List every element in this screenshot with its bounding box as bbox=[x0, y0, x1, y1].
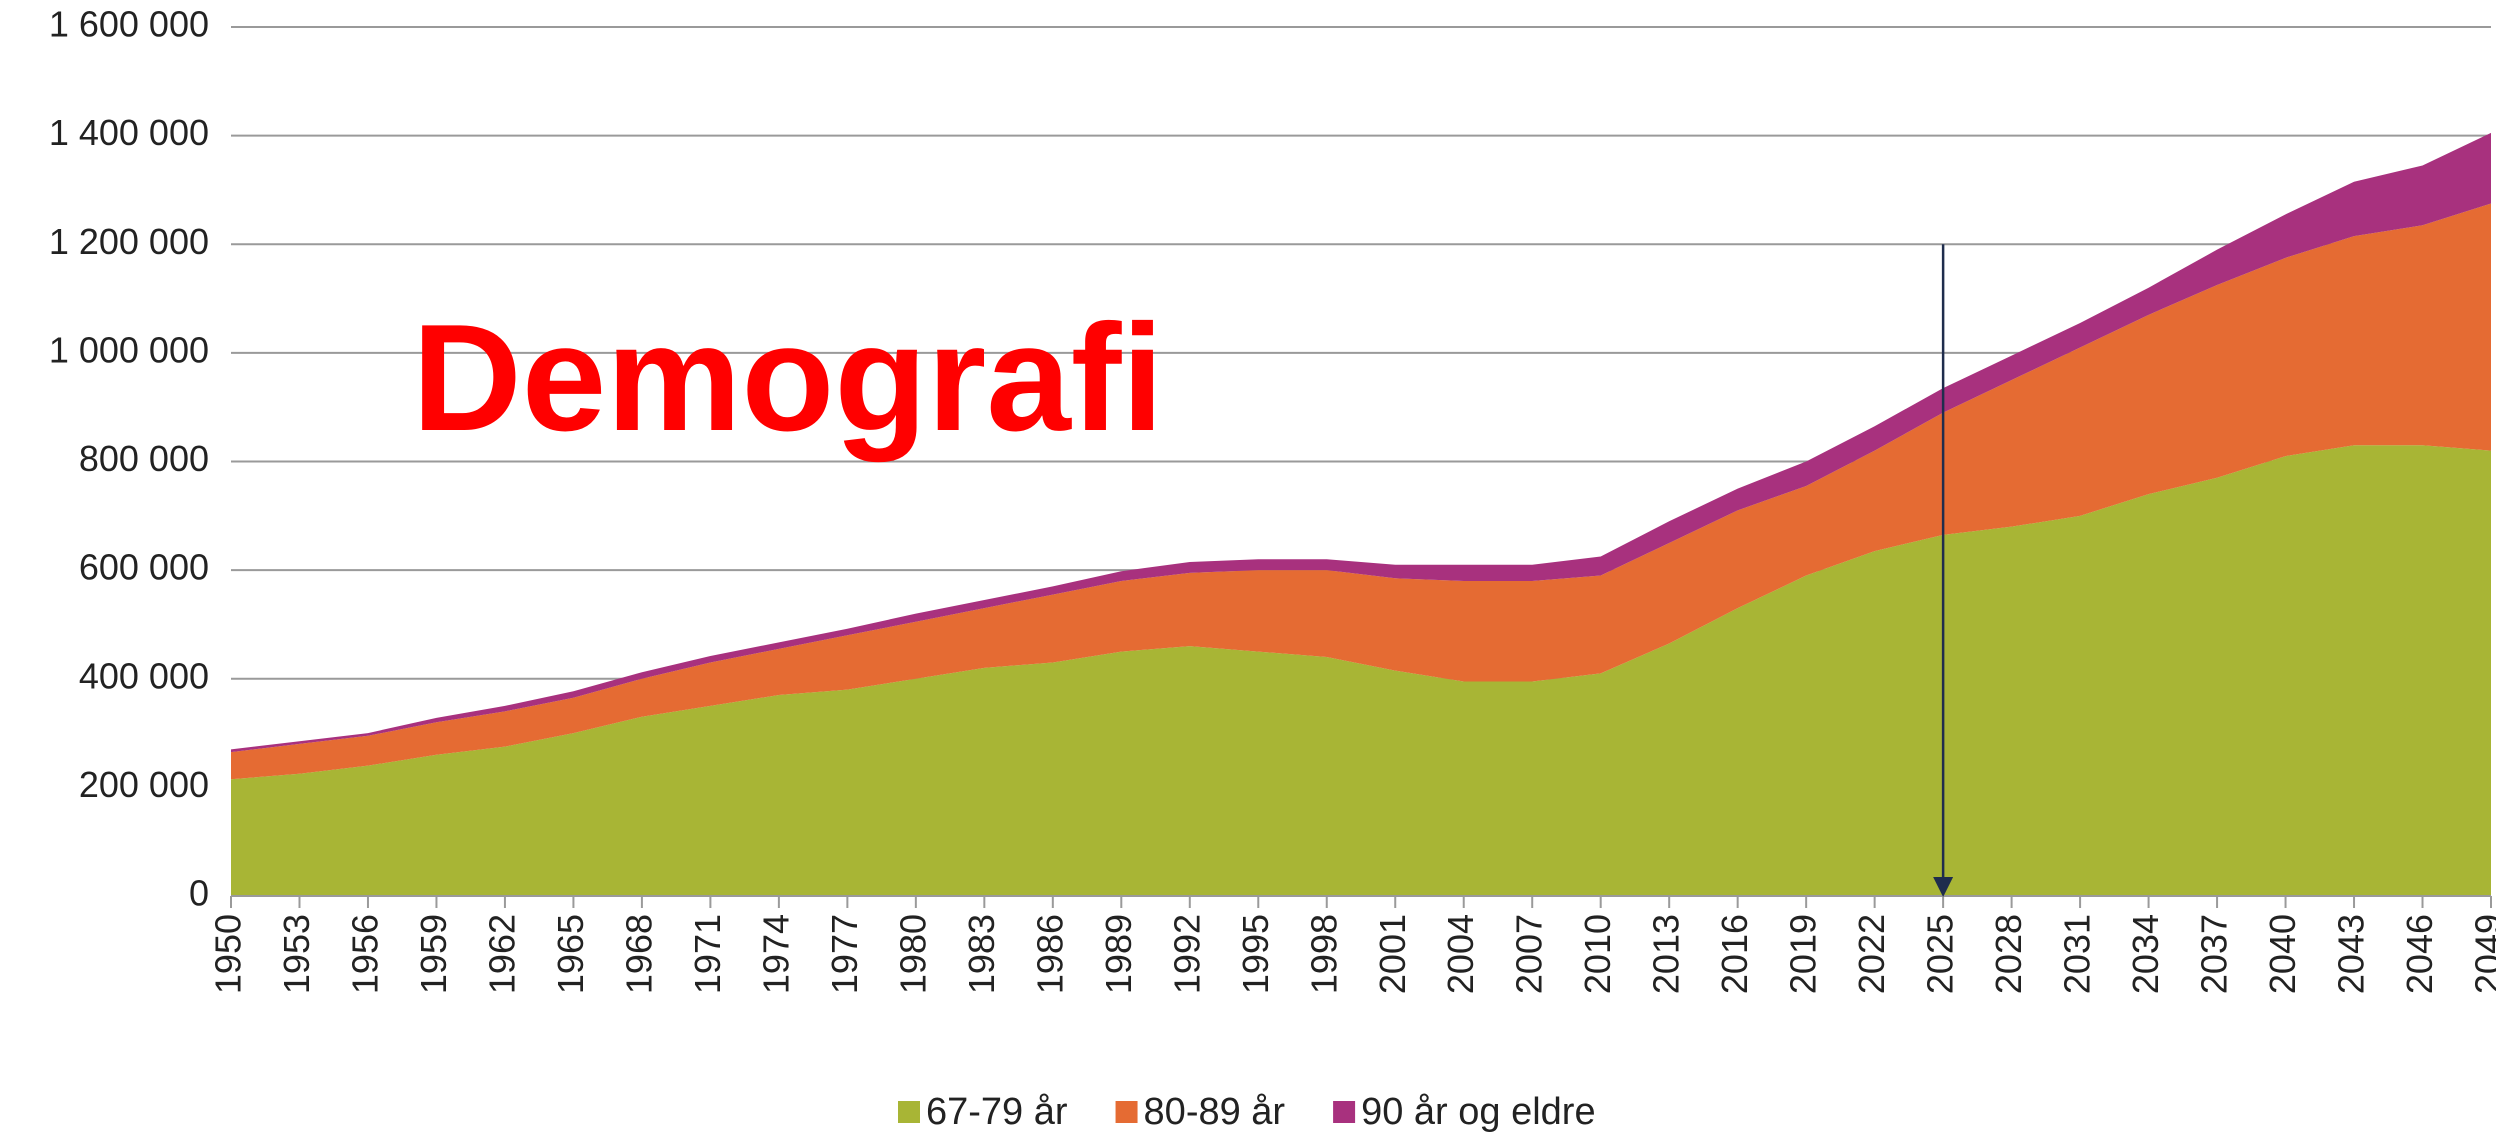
x-tick-label: 2040 bbox=[2262, 914, 2303, 994]
x-tick-label: 2031 bbox=[2057, 914, 2098, 994]
x-tick-label: 2022 bbox=[1851, 914, 1892, 994]
y-tick-label: 0 bbox=[189, 873, 209, 914]
x-tick-label: 1968 bbox=[618, 914, 659, 994]
legend-swatch bbox=[1333, 1101, 1356, 1123]
x-tick-label: 2037 bbox=[2194, 914, 2235, 994]
y-tick-label: 600 000 bbox=[79, 547, 209, 588]
x-tick-label: 1953 bbox=[276, 914, 317, 994]
y-tick-label: 800 000 bbox=[79, 438, 209, 479]
x-tick-label: 1986 bbox=[1029, 914, 1070, 994]
x-tick-label: 1980 bbox=[892, 914, 933, 994]
area bbox=[231, 445, 2491, 896]
area bbox=[231, 203, 2491, 780]
x-tick-label: 1983 bbox=[961, 914, 1002, 994]
y-tick-label: 400 000 bbox=[79, 655, 209, 696]
legend-swatch bbox=[1115, 1101, 1138, 1123]
x-tick-label: 2007 bbox=[1509, 914, 1550, 994]
x-tick-label: 2043 bbox=[2331, 914, 2372, 994]
x-tick-label: 1989 bbox=[1098, 914, 1139, 994]
x-tick-label: 2016 bbox=[1714, 914, 1755, 994]
legend-label: 67-79 år bbox=[926, 1091, 1068, 1133]
x-tick-label: 1959 bbox=[413, 914, 454, 994]
x-tick-label: 1998 bbox=[1303, 914, 1344, 994]
x-tick-label: 2046 bbox=[2399, 914, 2440, 994]
x-tick-label: 2028 bbox=[1988, 914, 2029, 994]
legend-swatch bbox=[898, 1101, 920, 1123]
x-tick-label: 1956 bbox=[344, 914, 385, 994]
x-tick-label: 1965 bbox=[550, 914, 591, 994]
x-tick-label: 1974 bbox=[755, 914, 796, 994]
x-tick-label: 2019 bbox=[1783, 914, 1824, 994]
x-tick-label: 1950 bbox=[208, 914, 249, 994]
y-tick-label: 1 400 000 bbox=[49, 112, 209, 153]
x-tick-label: 1977 bbox=[824, 914, 865, 994]
y-tick-label: 1 000 000 bbox=[49, 329, 209, 370]
x-tick-label: 2049 bbox=[2468, 914, 2496, 994]
x-tick-label: 2001 bbox=[1372, 914, 1413, 994]
x-tick-label: 1971 bbox=[687, 914, 728, 994]
x-tick-label: 1995 bbox=[1235, 914, 1276, 994]
legend-label: 90 år og eldre bbox=[1361, 1091, 1596, 1133]
x-tick-label: 1962 bbox=[481, 914, 522, 994]
x-tick-label: 2034 bbox=[2125, 914, 2166, 994]
y-tick-label: 1 600 000 bbox=[49, 4, 209, 45]
legend-label: 80-89 år bbox=[1144, 1091, 1286, 1133]
chart-title: Demografi bbox=[412, 293, 1164, 463]
x-tick-label: 2004 bbox=[1440, 914, 1481, 994]
y-tick-label: 1 200 000 bbox=[49, 221, 209, 262]
x-tick-label: 2025 bbox=[1920, 914, 1961, 994]
x-tick-label: 2013 bbox=[1646, 914, 1687, 994]
x-tick-label: 1992 bbox=[1166, 914, 1207, 994]
y-tick-label: 200 000 bbox=[79, 764, 209, 805]
x-tick-label: 2010 bbox=[1577, 914, 1618, 994]
